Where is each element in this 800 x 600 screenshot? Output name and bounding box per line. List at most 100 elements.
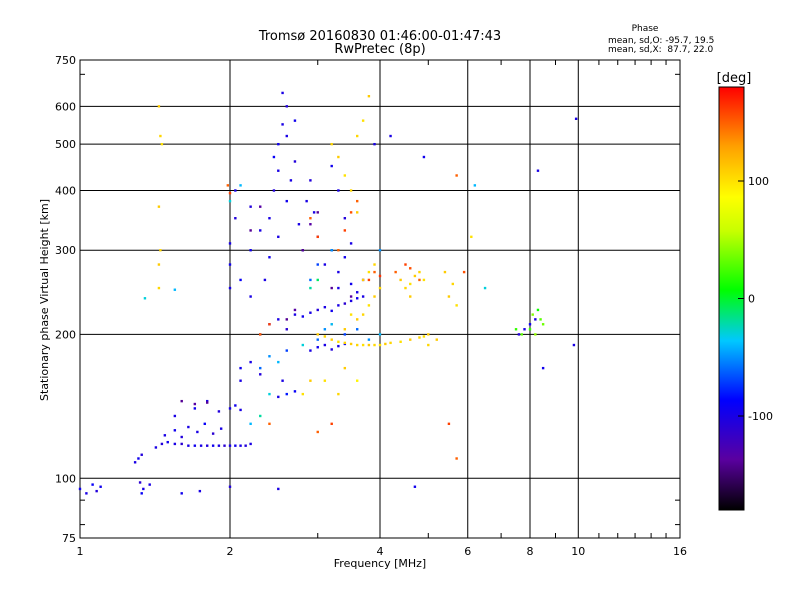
data-point xyxy=(301,343,305,347)
data-point xyxy=(173,414,177,418)
data-point xyxy=(539,318,542,321)
data-point xyxy=(343,333,347,336)
data-point xyxy=(316,430,319,434)
data-point xyxy=(409,295,412,298)
data-point xyxy=(193,407,197,410)
data-point xyxy=(343,256,347,259)
data-point xyxy=(378,274,382,278)
data-point xyxy=(193,444,197,447)
data-point xyxy=(378,333,382,336)
data-point xyxy=(203,422,206,426)
data-point xyxy=(277,487,280,491)
data-point xyxy=(285,318,288,321)
data-point xyxy=(520,333,523,336)
data-point xyxy=(536,169,540,172)
data-point xyxy=(305,199,308,203)
data-point xyxy=(228,199,232,203)
colorbar-tick-label: 100 xyxy=(748,175,769,188)
data-point xyxy=(228,263,232,266)
data-point xyxy=(427,343,430,347)
data-point xyxy=(361,119,365,122)
data-point xyxy=(259,373,262,376)
data-point xyxy=(157,263,161,266)
x-tick-label: 8 xyxy=(527,545,534,558)
colorbar-ticks: 100 0 -100 xyxy=(738,175,773,423)
data-point xyxy=(343,341,347,345)
data-point xyxy=(330,323,333,326)
data-point xyxy=(196,430,199,434)
data-point xyxy=(301,249,305,252)
colorbar-tick-label: -100 xyxy=(748,410,773,423)
data-point xyxy=(249,422,252,426)
data-point xyxy=(140,453,143,456)
y-tick-label: 200 xyxy=(55,328,76,341)
data-point xyxy=(228,286,232,290)
data-point xyxy=(367,278,371,282)
chart-title: Tromsø 20160830 01:46:00-01:47:43 xyxy=(258,29,501,44)
data-point xyxy=(361,278,365,282)
data-point xyxy=(234,444,237,447)
data-point xyxy=(455,304,458,307)
data-point xyxy=(173,429,177,432)
data-point xyxy=(455,174,458,177)
data-point xyxy=(427,333,430,336)
data-point xyxy=(198,489,202,493)
data-point xyxy=(228,485,232,488)
data-point xyxy=(355,318,359,321)
data-point xyxy=(316,211,319,214)
data-point xyxy=(316,308,319,312)
y-tick-label: 300 xyxy=(55,244,76,257)
data-point xyxy=(451,282,455,286)
y-tick-label: 100 xyxy=(55,472,76,485)
data-point xyxy=(349,282,353,286)
data-point xyxy=(199,444,203,447)
data-point xyxy=(293,160,297,163)
data-point xyxy=(228,407,232,410)
data-point xyxy=(187,444,190,447)
data-point xyxy=(541,366,545,370)
data-point xyxy=(394,270,397,274)
data-point xyxy=(239,366,242,370)
data-point xyxy=(355,328,359,331)
data-point xyxy=(180,435,183,439)
data-point xyxy=(309,223,312,226)
data-point xyxy=(470,235,473,239)
data-point xyxy=(413,274,417,278)
data-point xyxy=(355,291,359,294)
data-point xyxy=(272,155,276,159)
data-point xyxy=(337,270,340,274)
data-point xyxy=(91,483,94,486)
data-point xyxy=(301,315,305,318)
data-point xyxy=(323,328,327,331)
data-point xyxy=(330,309,333,313)
data-point xyxy=(285,328,288,331)
data-point xyxy=(309,179,312,182)
data-point xyxy=(234,217,237,220)
y-axis-label: Stationary phase Virtual Height [km] xyxy=(38,199,51,401)
data-point xyxy=(330,286,333,290)
data-point xyxy=(473,184,477,187)
y-tick-label: 400 xyxy=(55,184,76,197)
x-tick-label: 1 xyxy=(77,545,84,558)
data-point xyxy=(337,344,340,348)
data-point xyxy=(281,91,284,95)
data-point xyxy=(268,355,271,358)
data-point xyxy=(349,313,353,316)
data-point xyxy=(205,399,209,403)
data-point xyxy=(409,267,412,270)
data-point xyxy=(378,286,382,290)
data-point xyxy=(263,278,267,282)
data-point xyxy=(355,199,359,203)
data-point xyxy=(323,379,327,382)
data-point xyxy=(422,155,426,159)
data-point xyxy=(435,338,438,341)
x-tick-label: 6 xyxy=(464,545,471,558)
data-point xyxy=(367,270,371,274)
data-point xyxy=(173,442,177,446)
data-point xyxy=(343,302,347,305)
data-point xyxy=(239,444,242,447)
data-point xyxy=(205,401,209,404)
data-point xyxy=(413,485,417,488)
data-point xyxy=(180,442,183,446)
data-point xyxy=(259,229,262,232)
